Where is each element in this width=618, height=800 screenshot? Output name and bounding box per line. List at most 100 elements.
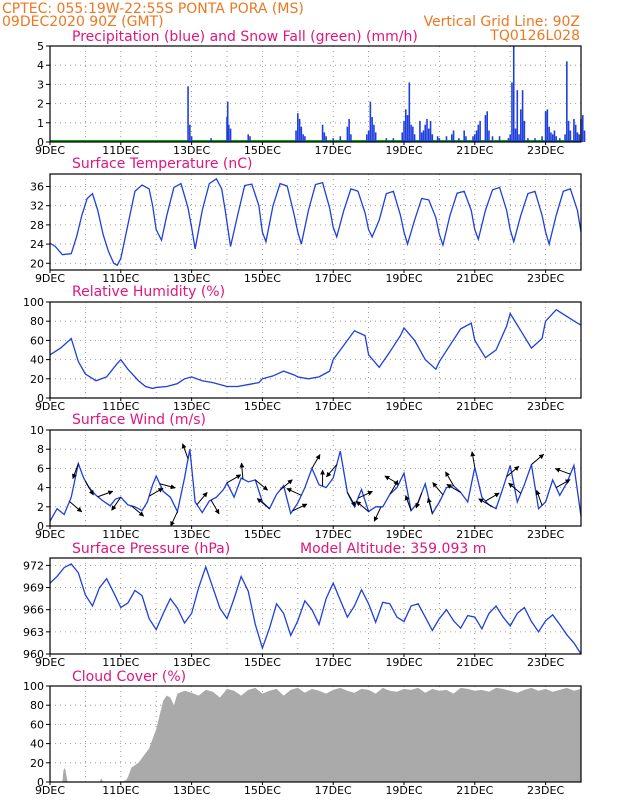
wind-arrow xyxy=(554,467,571,475)
y-tick-label: 0 xyxy=(37,520,44,533)
y-tick-label: 20 xyxy=(30,257,44,270)
x-tick-label: 11DEC xyxy=(102,272,139,285)
precip-bar xyxy=(527,138,529,142)
precip-bar xyxy=(546,109,549,142)
pressure-line xyxy=(49,563,582,655)
precip-bar xyxy=(413,134,416,142)
wind-arrow xyxy=(148,487,164,497)
precip-bar xyxy=(564,134,566,142)
x-tick-label: 19DEC xyxy=(385,656,422,669)
wind-arrow xyxy=(508,482,522,494)
precip-bar xyxy=(302,134,304,142)
precip-bar xyxy=(297,113,299,142)
temperature-line xyxy=(49,177,582,267)
wind-arrow xyxy=(84,480,94,496)
precip-bar xyxy=(488,130,490,142)
precip-bar xyxy=(445,136,448,142)
precip-bar xyxy=(475,130,478,142)
precip-bar xyxy=(555,136,558,142)
y-tick-label: 3 xyxy=(37,78,44,91)
precip-bar xyxy=(553,130,556,142)
precip-bar xyxy=(581,115,584,142)
y-tick-label: 966 xyxy=(23,604,44,617)
wind-arrow xyxy=(485,492,500,502)
x-tick-label: 23DEC xyxy=(527,272,564,285)
temperature-panel-title: Surface Temperature (nC) xyxy=(72,156,253,172)
y-tick-label: 100 xyxy=(23,680,44,693)
wind-arrow xyxy=(445,471,454,486)
y-tick-label: 6 xyxy=(37,462,44,475)
wind-arrow xyxy=(159,483,176,490)
y-tick-label: 60 xyxy=(30,334,44,347)
y-tick-label: 24 xyxy=(30,238,44,251)
wind-arrow xyxy=(404,495,412,511)
precip-bar xyxy=(346,126,349,142)
precip-bar xyxy=(426,118,428,142)
precip-bar xyxy=(576,132,579,142)
precip-bar xyxy=(541,136,543,142)
cloud-panel-title: Cloud Cover (%) xyxy=(72,669,186,685)
pressure-panel: 960 963 966 969 972 9DEC 11DEC 13DEC 15DEC 17DEC 1… xyxy=(23,557,582,669)
x-tick-label: 23DEC xyxy=(527,528,564,541)
wind-arrow xyxy=(196,492,208,505)
precip-bar xyxy=(458,138,460,142)
precip-bar xyxy=(512,46,515,142)
x-tick-label: 13DEC xyxy=(173,144,210,157)
wind-arrow xyxy=(226,474,242,484)
precip-bar xyxy=(491,136,494,142)
wind-arrow xyxy=(311,454,321,469)
y-tick-label: 4 xyxy=(37,482,44,495)
precip-bar xyxy=(534,138,536,142)
precip-bar xyxy=(518,134,520,142)
wind-arrow xyxy=(357,490,373,499)
precip-panel: 0 1 2 3 4 5 9DEC 11DEC 13DEC 15DEC 17DEC 19DEC 21DEC… xyxy=(35,40,586,157)
precip-bar xyxy=(474,134,476,142)
precip-bar xyxy=(477,124,480,142)
wind-arrow xyxy=(470,451,476,468)
header-grid-note: Vertical Grid Line: 90Z xyxy=(424,14,580,30)
x-tick-label: 13DEC xyxy=(173,784,210,797)
temperature-panel: 20 24 28 32 36 9DEC 11DEC 13DEC 15DEC 17DEC 19DEC 2… xyxy=(30,173,582,285)
wind-arrow xyxy=(292,503,308,512)
precip-bar xyxy=(429,120,432,142)
precip-bar xyxy=(578,134,581,142)
precip-bar xyxy=(187,86,189,142)
x-tick-label: 19DEC xyxy=(385,784,422,797)
precip-bar xyxy=(450,134,453,142)
precip-bar xyxy=(452,130,455,142)
wind-arrow xyxy=(111,496,122,511)
precip-bar xyxy=(373,124,375,142)
precip-bar xyxy=(558,138,561,142)
wind-arrow xyxy=(478,498,493,508)
y-tick-label: 20 xyxy=(30,757,44,770)
precip-bar xyxy=(422,130,425,142)
precip-bar xyxy=(412,126,414,142)
x-tick-label: 15DEC xyxy=(244,784,281,797)
x-tick-label: 9DEC xyxy=(35,272,65,285)
x-tick-label: 9DEC xyxy=(35,784,65,797)
precip-bar xyxy=(438,138,441,142)
precip-bar xyxy=(332,138,334,142)
x-tick-label: 21DEC xyxy=(456,656,493,669)
precip-bar xyxy=(247,134,250,142)
precip-bar xyxy=(227,124,230,142)
wind-arrow xyxy=(535,489,543,506)
model-altitude-label: Model Altitude: 359.093 m xyxy=(300,541,486,557)
y-tick-label: 8 xyxy=(37,443,44,456)
wind-arrow xyxy=(69,501,83,513)
y-tick-label: 5 xyxy=(37,40,44,53)
precip-bar xyxy=(371,117,373,142)
precip-bar xyxy=(392,138,395,142)
plot-frame xyxy=(49,557,582,655)
wind-arrow xyxy=(131,505,145,517)
y-tick-label: 28 xyxy=(30,219,44,232)
x-tick-label: 11DEC xyxy=(102,656,139,669)
x-tick-label: 19DEC xyxy=(385,528,422,541)
x-tick-label: 9DEC xyxy=(35,400,65,413)
plot-frame xyxy=(49,173,582,271)
header-run-date: 09DEC2020 90Z (GMT) xyxy=(2,14,164,30)
precip-bar xyxy=(369,101,372,142)
y-tick-label: 10 xyxy=(30,424,44,437)
precip-bar xyxy=(548,126,550,142)
